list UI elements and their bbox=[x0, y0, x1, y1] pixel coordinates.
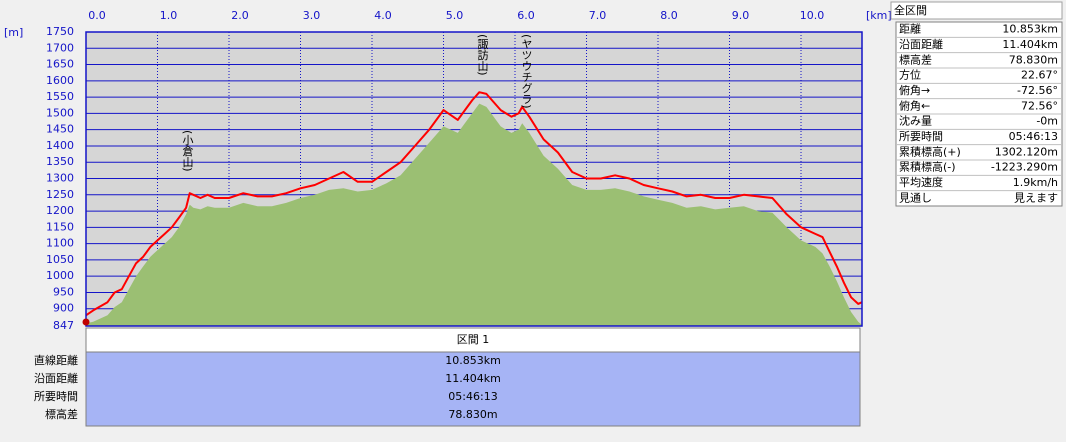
y-axis-unit: [m] bbox=[4, 26, 23, 39]
section-value: 78.830m bbox=[448, 408, 497, 421]
x-tick-label: 10.0 bbox=[800, 9, 825, 22]
y-tick-label: 847 bbox=[53, 319, 74, 332]
panel-value: 11.404km bbox=[1002, 38, 1058, 51]
y-tick-label: 1400 bbox=[46, 139, 74, 152]
section-value: 05:46:13 bbox=[448, 390, 497, 403]
plot-border bbox=[85, 31, 863, 327]
x-axis-unit: [km] bbox=[866, 9, 892, 22]
y-tick-label: 1450 bbox=[46, 123, 74, 136]
x-tick-label: 5.0 bbox=[446, 9, 464, 22]
x-tick-label: 8.0 bbox=[660, 9, 678, 22]
panel-value: 1.9km/h bbox=[1013, 176, 1058, 189]
panel-value: 05:46:13 bbox=[1009, 130, 1058, 143]
y-tick-label: 1650 bbox=[46, 58, 74, 71]
panel-value: 22.67° bbox=[1021, 69, 1058, 82]
y-tick-label: 1000 bbox=[46, 269, 74, 282]
panel-label: 沿面距離 bbox=[899, 37, 943, 51]
y-tick-label: 1250 bbox=[46, 188, 74, 201]
section-label: 直線距離 bbox=[34, 353, 78, 367]
y-tick-label: 1050 bbox=[46, 253, 74, 266]
annotation: (小倉山) bbox=[181, 130, 194, 172]
route-line bbox=[85, 91, 863, 317]
section-rows: 直線距離 10.853km 沿面距離 11.404km 所要時間 05:46:13 標高差 7… bbox=[34, 353, 501, 421]
panel-title: 全区間 bbox=[894, 3, 927, 17]
panel-value: -0m bbox=[1036, 115, 1058, 128]
panel-value: 72.56° bbox=[1021, 99, 1058, 112]
annotation: (ヤツウチグラ) bbox=[520, 34, 533, 109]
annotation: (諏訪山) bbox=[476, 34, 489, 76]
panel-label: 俯角← bbox=[899, 99, 930, 112]
x-tick-label: 7.0 bbox=[589, 9, 607, 22]
panel-label: 俯角→ bbox=[899, 84, 930, 97]
panel-value: 1302.120m bbox=[995, 145, 1058, 158]
panel-value: -72.56° bbox=[1017, 84, 1058, 97]
section-value: 11.404km bbox=[445, 372, 501, 385]
panel-value: 78.830m bbox=[1009, 53, 1058, 66]
x-tick-label: 0.0 bbox=[88, 9, 106, 22]
panel-rows: 距離 10.853km 沿面距離 11.404km 標高差 78.830m 方位 22.67°… bbox=[896, 22, 1062, 204]
section-label: 沿面距離 bbox=[34, 371, 78, 385]
x-tick-label: 6.0 bbox=[517, 9, 535, 22]
section-header: 区間 1 bbox=[457, 333, 490, 346]
panel-label: 累積標高(+) bbox=[899, 144, 961, 158]
section-label: 標高差 bbox=[45, 407, 78, 421]
y-tick-label: 950 bbox=[53, 285, 74, 298]
y-tick-label: 1350 bbox=[46, 155, 74, 168]
section-value: 10.853km bbox=[445, 354, 501, 367]
x-tick-label: 2.0 bbox=[231, 9, 249, 22]
start-marker bbox=[82, 318, 90, 326]
x-tick-label: 9.0 bbox=[732, 9, 750, 22]
panel-label: 距離 bbox=[899, 22, 921, 36]
panel-value: -1223.290m bbox=[991, 161, 1058, 174]
panel-value: 見えます bbox=[1014, 191, 1058, 204]
panel-label: 平均速度 bbox=[899, 175, 943, 189]
section-body bbox=[85, 351, 861, 427]
panel-label: 見通し bbox=[899, 191, 932, 204]
section-header-box bbox=[85, 327, 861, 353]
panel-value: 10.853km bbox=[1002, 23, 1058, 36]
y-tick-label: 1100 bbox=[46, 237, 74, 250]
panel-label: 所要時間 bbox=[899, 129, 943, 143]
x-tick-label: 4.0 bbox=[374, 9, 392, 22]
series-layer bbox=[85, 91, 863, 326]
panel-label: 累積標高(-) bbox=[899, 160, 956, 174]
y-tick-label: 1200 bbox=[46, 204, 74, 217]
y-tick-label: 1150 bbox=[46, 220, 74, 233]
y-tick-label: 1600 bbox=[46, 74, 74, 87]
y-tick-label: 1500 bbox=[46, 106, 74, 119]
y-tick-label: 1550 bbox=[46, 90, 74, 103]
section-label: 所要時間 bbox=[34, 389, 78, 403]
y-tick-label: 1700 bbox=[46, 41, 74, 54]
panel-title-box bbox=[890, 1, 1063, 20]
x-tick-label: 3.0 bbox=[303, 9, 321, 22]
y-tick-label: 900 bbox=[53, 302, 74, 315]
x-tick-label: 1.0 bbox=[160, 9, 178, 22]
y-tick-label: 1300 bbox=[46, 172, 74, 185]
y-tick-label: 1750 bbox=[46, 25, 74, 38]
panel-label: 沈み量 bbox=[899, 114, 932, 128]
panel-label: 標高差 bbox=[899, 52, 932, 66]
terrain-area bbox=[86, 103, 862, 326]
panel-label: 方位 bbox=[899, 68, 921, 82]
